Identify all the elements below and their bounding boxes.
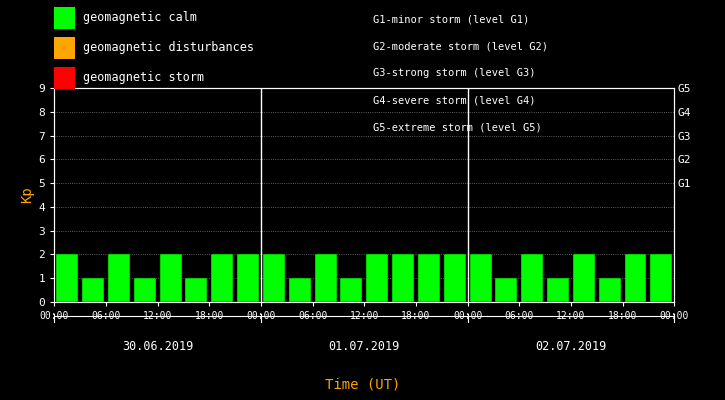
Bar [547, 278, 569, 302]
Bar [211, 254, 233, 302]
Bar [366, 254, 388, 302]
Bar [624, 254, 647, 302]
Text: G2-moderate storm (level G2): G2-moderate storm (level G2) [373, 41, 548, 51]
Bar [160, 254, 181, 302]
Text: Time (UT): Time (UT) [325, 378, 400, 392]
Text: geomagnetic storm: geomagnetic storm [83, 72, 204, 84]
Bar [495, 278, 518, 302]
Text: geomagnetic calm: geomagnetic calm [83, 12, 197, 24]
Bar [470, 254, 492, 302]
Bar [418, 254, 440, 302]
Bar [573, 254, 594, 302]
Text: G1-minor storm (level G1): G1-minor storm (level G1) [373, 14, 530, 24]
Text: G4-severe storm (level G4): G4-severe storm (level G4) [373, 96, 536, 106]
Bar [186, 278, 207, 302]
Bar [289, 278, 311, 302]
Bar [82, 278, 104, 302]
Bar [341, 278, 362, 302]
Text: G5-extreme storm (level G5): G5-extreme storm (level G5) [373, 123, 542, 133]
Bar [315, 254, 336, 302]
Bar [57, 254, 78, 302]
Y-axis label: Kp: Kp [20, 187, 34, 203]
Bar [134, 278, 156, 302]
Bar [237, 254, 259, 302]
Text: 30.06.2019: 30.06.2019 [122, 340, 194, 352]
Bar [599, 278, 621, 302]
Bar [392, 254, 414, 302]
Bar [521, 254, 543, 302]
Text: 01.07.2019: 01.07.2019 [328, 340, 400, 352]
Bar [263, 254, 285, 302]
Text: 02.07.2019: 02.07.2019 [535, 340, 607, 352]
Bar [650, 254, 672, 302]
Bar [108, 254, 130, 302]
Text: G3-strong storm (level G3): G3-strong storm (level G3) [373, 68, 536, 78]
Text: geomagnetic disturbances: geomagnetic disturbances [83, 42, 254, 54]
Bar [444, 254, 465, 302]
